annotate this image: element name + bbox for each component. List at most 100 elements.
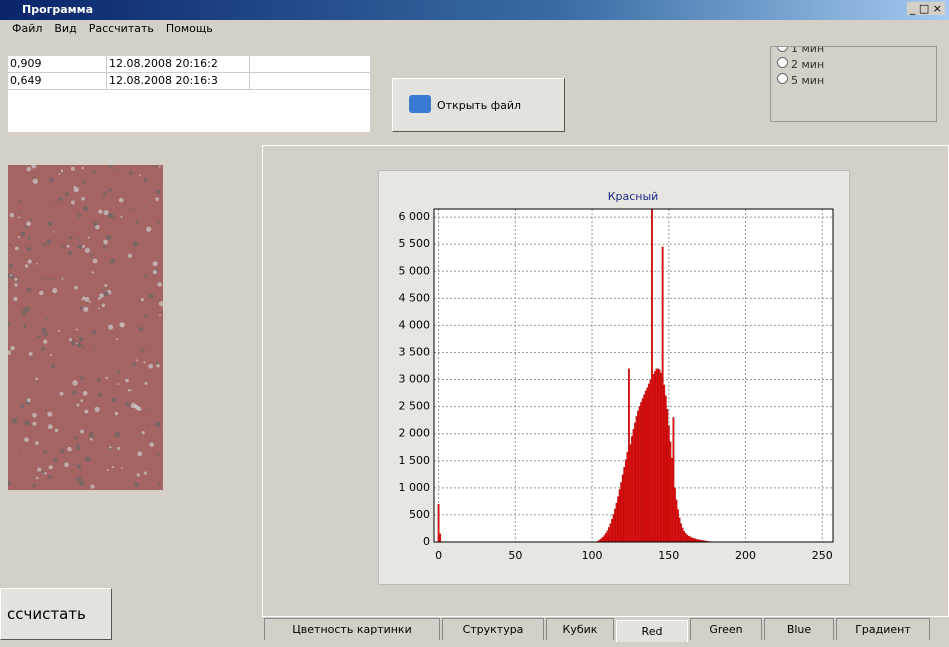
image-speckle bbox=[53, 457, 58, 462]
image-speckle bbox=[110, 397, 116, 403]
radio-group: 1 мин 2 мин 5 мин bbox=[770, 46, 937, 122]
image-speckle bbox=[130, 389, 133, 392]
image-speckle bbox=[156, 189, 162, 195]
image-speckle bbox=[89, 437, 93, 441]
image-speckle bbox=[157, 256, 160, 259]
bar bbox=[678, 517, 681, 543]
image-speckle bbox=[132, 362, 137, 367]
image-speckle bbox=[67, 251, 72, 256]
menu-item[interactable]: Помощь bbox=[165, 22, 213, 35]
image-speckle bbox=[105, 376, 108, 380]
y-tick-label: 0 bbox=[423, 535, 430, 548]
menu-item[interactable]: Рассчитать bbox=[88, 22, 154, 35]
image-speckle bbox=[97, 378, 101, 382]
bar bbox=[620, 482, 623, 543]
bar bbox=[612, 514, 615, 543]
image-speckle bbox=[18, 199, 21, 202]
menu-item[interactable]: Файл bbox=[12, 22, 43, 35]
image-speckle bbox=[91, 271, 94, 274]
radio-option[interactable]: 1 мин bbox=[777, 46, 825, 55]
image-speckle bbox=[8, 263, 14, 268]
bar bbox=[669, 441, 672, 543]
image-speckle bbox=[29, 218, 33, 221]
image-speckle bbox=[88, 300, 91, 304]
image-speckle bbox=[127, 253, 132, 258]
bar bbox=[658, 369, 661, 543]
tab[interactable]: Градиент bbox=[836, 618, 930, 640]
image-speckle bbox=[41, 277, 44, 280]
window-controls[interactable]: _ □ × bbox=[906, 2, 945, 15]
bar bbox=[672, 417, 675, 543]
radio-label: 1 мин bbox=[791, 46, 825, 55]
tab[interactable]: Кубик bbox=[546, 618, 614, 640]
table: 0,909 12.08.2008 20:16:2 0,649 12.08.2008 2… bbox=[8, 56, 370, 132]
image-speckle bbox=[24, 437, 29, 443]
bar bbox=[606, 530, 609, 543]
image-speckle bbox=[152, 261, 158, 267]
menu-item[interactable]: Вид bbox=[54, 22, 77, 35]
bar bbox=[641, 398, 644, 543]
image-speckle bbox=[74, 285, 79, 290]
image-speckle bbox=[107, 212, 113, 218]
image-speckle bbox=[81, 197, 85, 201]
image-speckle bbox=[26, 398, 31, 403]
image-speckle bbox=[26, 221, 31, 227]
radio-option[interactable]: 5 мин bbox=[777, 73, 824, 87]
image-speckle bbox=[98, 393, 103, 398]
open-button[interactable]: Открыть файл bbox=[392, 78, 565, 132]
table-cell: 0,649 bbox=[8, 73, 107, 89]
image-speckle bbox=[73, 186, 79, 193]
title-bar: Программа _ □ × bbox=[0, 0, 949, 20]
bar bbox=[681, 527, 684, 543]
radio-option[interactable]: 2 мин bbox=[777, 57, 824, 71]
image-speckle bbox=[46, 318, 49, 321]
tab[interactable]: Blue bbox=[764, 618, 834, 640]
tab[interactable]: Red bbox=[616, 620, 688, 642]
image-speckle bbox=[26, 287, 32, 292]
image-speckle bbox=[101, 303, 106, 307]
image-speckle bbox=[157, 282, 162, 287]
image-speckle bbox=[60, 169, 64, 173]
tab[interactable]: Структура bbox=[442, 618, 544, 640]
image-speckle bbox=[42, 243, 46, 247]
bar bbox=[439, 533, 442, 543]
image-speckle bbox=[22, 324, 27, 328]
image-speckle bbox=[155, 197, 159, 201]
image-speckle bbox=[156, 454, 160, 457]
image-speckle bbox=[89, 254, 93, 258]
image-speckle bbox=[149, 442, 154, 447]
image-speckle bbox=[32, 421, 37, 426]
image-speckle bbox=[73, 185, 76, 188]
bar bbox=[675, 499, 678, 543]
image-speckle bbox=[83, 205, 89, 212]
tab[interactable]: Цветность картинки bbox=[264, 618, 440, 640]
image-speckle bbox=[97, 307, 100, 310]
image-speckle bbox=[107, 324, 114, 330]
image-speckle bbox=[57, 329, 60, 332]
image-speckle bbox=[119, 268, 122, 270]
window-title: Программа bbox=[22, 3, 94, 16]
image-speckle bbox=[83, 306, 89, 312]
image-speckle bbox=[147, 424, 150, 427]
image-speckle bbox=[48, 465, 53, 470]
image-speckle bbox=[120, 466, 123, 469]
image-speckle bbox=[146, 226, 152, 232]
image-speckle bbox=[47, 221, 53, 227]
image-speckle bbox=[104, 284, 108, 287]
tab[interactable]: Green bbox=[690, 618, 762, 640]
image-speckle bbox=[108, 447, 112, 451]
image-speckle bbox=[9, 243, 12, 246]
image-speckle bbox=[35, 377, 38, 380]
calc-button[interactable]: ссчистать bbox=[0, 588, 112, 640]
image-speckle bbox=[59, 391, 64, 396]
image-speckle bbox=[75, 342, 78, 345]
image-speckle bbox=[32, 412, 37, 418]
image-speckle bbox=[65, 192, 69, 197]
image-speckle bbox=[59, 448, 65, 454]
image-speckle bbox=[62, 245, 66, 248]
image-speckle bbox=[82, 296, 86, 300]
bar bbox=[621, 474, 624, 543]
image-speckle bbox=[72, 380, 78, 386]
y-tick-label: 2 000 bbox=[399, 427, 431, 440]
